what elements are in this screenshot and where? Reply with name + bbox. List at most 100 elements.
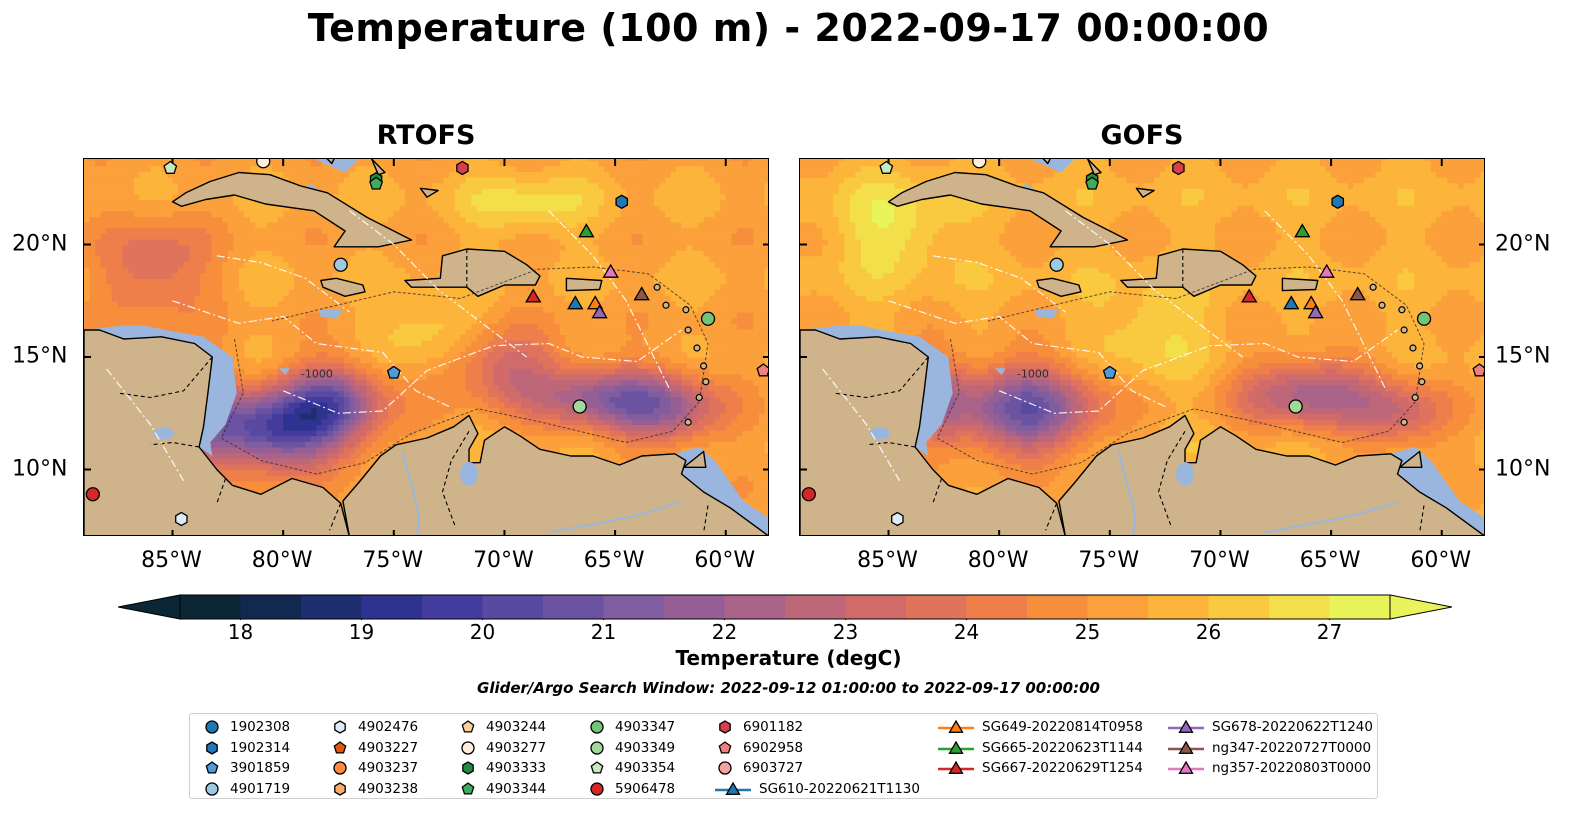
- platform-marker-4903349[interactable]: [572, 399, 587, 414]
- land-cuba: [887, 171, 1129, 248]
- legend-marker-triangle-icon: [938, 719, 974, 733]
- colorbar-bin: [240, 595, 302, 619]
- legend-label: ng347-20220727T0000: [1212, 739, 1372, 756]
- colorbar-bin: [1329, 595, 1391, 619]
- legend-marker-pentagon-icon: [333, 740, 347, 754]
- legend-label: 4901719: [230, 780, 291, 797]
- legend-marker-triangle-icon: [1168, 740, 1204, 754]
- land-puertoRico: [565, 277, 603, 292]
- platform-marker-ng357-20220803T0000[interactable]: [602, 263, 619, 278]
- platform-marker-4903349[interactable]: [1288, 399, 1303, 414]
- legend-item-1902314: 1902314: [202, 738, 290, 758]
- platform-marker-4902476[interactable]: [175, 511, 188, 527]
- legend-label: 6902958: [743, 739, 804, 756]
- colorbar-tick-label: 19: [348, 620, 375, 644]
- platform-marker-4903347[interactable]: [700, 311, 716, 326]
- island: [1400, 326, 1408, 334]
- legend-marker-triangle-icon: [938, 760, 974, 774]
- platform-marker-4902476[interactable]: [891, 511, 904, 527]
- land-hispaniola: [1120, 248, 1257, 298]
- platform-marker-3901859[interactable]: [1102, 365, 1117, 379]
- platform-marker-1902314[interactable]: [1331, 194, 1345, 210]
- legend-item-6903727: 6903727: [715, 758, 803, 778]
- shelf-serrana: [278, 368, 290, 375]
- lat-tick-label-right: 20°N: [1495, 231, 1551, 256]
- platform-marker-4901719[interactable]: [1049, 257, 1064, 272]
- platform-marker-1902314[interactable]: [615, 194, 629, 210]
- colorbar-bin: [301, 595, 362, 619]
- lake-nicaragua: [153, 427, 174, 440]
- river-magdalena: [401, 451, 420, 535]
- island: [693, 344, 701, 352]
- land-bahamas1: [1042, 159, 1051, 165]
- eez-line: [216, 255, 350, 313]
- colorbar-bin: [906, 595, 967, 619]
- eez-line: [821, 367, 901, 482]
- platform-marker-4903354[interactable]: [163, 160, 178, 174]
- rtofs-map[interactable]: -1000: [83, 158, 769, 536]
- platform-marker-SG678-20220622T1240[interactable]: [591, 304, 608, 319]
- platform-marker-4903347[interactable]: [1416, 311, 1432, 326]
- colorbar-bin: [845, 595, 907, 619]
- platform-marker-ng347-20220727T0000[interactable]: [633, 286, 650, 301]
- eez-line: [888, 300, 1166, 408]
- gofs-map-canvas: -1000: [800, 159, 1485, 535]
- land-jamaica: [320, 277, 366, 298]
- platform-legend: 1902308 1902314 3901859 4901719 4902476 49032…: [189, 713, 1378, 799]
- platform-marker-3901859[interactable]: [386, 365, 401, 379]
- legend-marker-hexagon-icon: [462, 761, 474, 775]
- country-border: [329, 503, 342, 531]
- platform-marker-SG665-20220623T1144[interactable]: [1294, 223, 1311, 238]
- platform-marker-4903277[interactable]: [256, 159, 271, 169]
- legend-item-4902476: 4902476: [330, 717, 418, 737]
- bathymetry-contour-label: -1000: [1017, 367, 1049, 380]
- lat-tick-label-left: 15°N: [12, 343, 68, 369]
- legend-label: 4903354: [615, 760, 676, 776]
- platform-marker-SG610-20220621T1130[interactable]: [1283, 295, 1300, 310]
- legend-item-ng357-20220803T0000: ng357-20220803T0000: [1168, 758, 1371, 778]
- platform-marker-ng357-20220803T0000[interactable]: [1318, 263, 1335, 278]
- colorbar-tick-label: 24: [953, 620, 980, 644]
- legend-item-SG665-20220623T1144: SG665-20220623T1144: [938, 738, 1143, 758]
- legend-label: 4903347: [615, 719, 676, 735]
- platform-marker-SG678-20220622T1240[interactable]: [1307, 304, 1324, 319]
- river-magdalena: [1117, 451, 1136, 535]
- island: [1411, 393, 1419, 402]
- lon-tick-label: 70°W: [1189, 548, 1250, 573]
- shelf-pedroBank: [1034, 309, 1059, 319]
- lat-tick-label-left: 20°N: [12, 231, 68, 256]
- land-southAmerica: [1058, 414, 1484, 535]
- colorbar-bin: [603, 595, 665, 619]
- platform-marker-ng347-20220727T0000[interactable]: [1349, 286, 1366, 301]
- platform-marker-5906478[interactable]: [85, 487, 101, 502]
- colorbar-bin: [724, 595, 786, 619]
- island: [1416, 362, 1424, 370]
- legend-item-SG610-20220621T1130: SG610-20220621T1130: [715, 779, 920, 799]
- platform-marker-6902958[interactable]: [756, 363, 769, 377]
- platform-marker-4903277[interactable]: [972, 159, 987, 169]
- platform-marker-6901182[interactable]: [456, 160, 469, 176]
- platform-marker-5906478[interactable]: [801, 487, 817, 502]
- platform-marker-4901719[interactable]: [333, 257, 348, 272]
- legend-marker-circle-icon: [718, 761, 732, 775]
- platform-marker-SG667-20220629T1254[interactable]: [1241, 288, 1258, 303]
- platform-marker-4903344[interactable]: [369, 176, 384, 190]
- platform-marker-SG649-20220814T0958[interactable]: [586, 295, 604, 310]
- legend-label: SG678-20220622T1240: [1212, 719, 1373, 735]
- platform-marker-4903344[interactable]: [1085, 176, 1100, 190]
- colorbar-tick-label: 27: [1316, 620, 1343, 644]
- colorbar-tick-label: 21: [590, 620, 617, 644]
- country-border: [1045, 503, 1058, 531]
- platform-marker-6901182[interactable]: [1172, 160, 1185, 176]
- colorbar: [117, 594, 1453, 625]
- gofs-map[interactable]: -1000: [799, 158, 1485, 536]
- legend-label: 6903727: [743, 760, 804, 776]
- platform-marker-SG610-20220621T1130[interactable]: [567, 295, 584, 310]
- platform-marker-6902958[interactable]: [1472, 363, 1485, 377]
- platform-marker-SG665-20220623T1144[interactable]: [578, 223, 595, 238]
- legend-label: 1902308: [230, 719, 291, 735]
- legend-marker-pentagon-icon: [590, 761, 604, 774]
- platform-marker-SG667-20220629T1254[interactable]: [525, 288, 542, 303]
- platform-marker-4903354[interactable]: [879, 160, 894, 174]
- platform-marker-SG649-20220814T0958[interactable]: [1302, 295, 1320, 310]
